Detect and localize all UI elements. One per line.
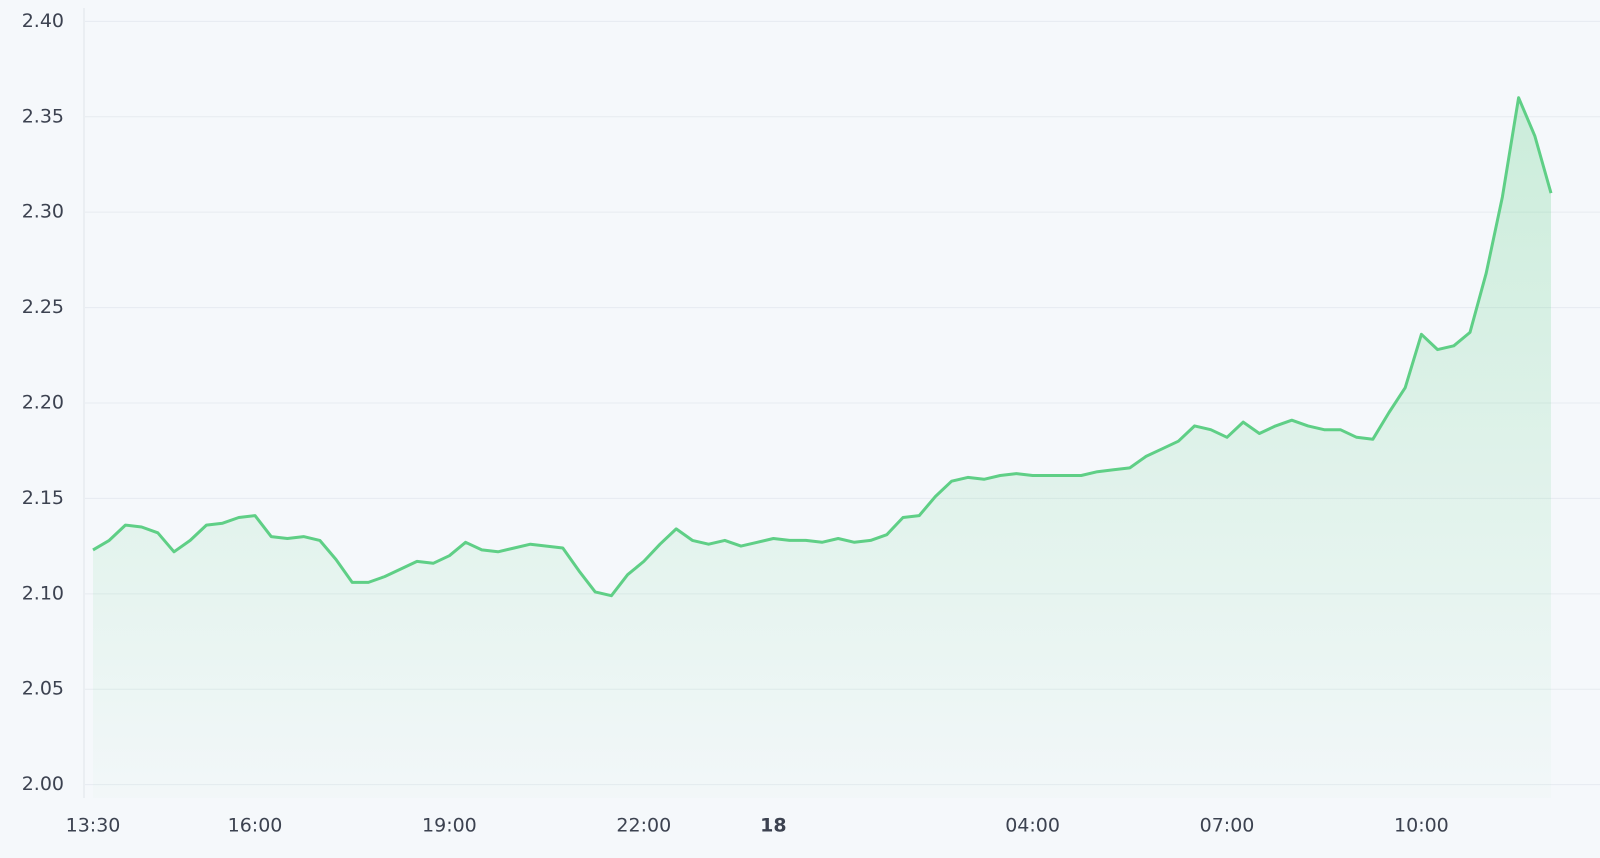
y-tick-label: 2.30 (22, 201, 64, 223)
x-tick-label: 13:30 (66, 815, 121, 837)
x-tick-label: 16:00 (228, 815, 283, 837)
x-tick-label: 04:00 (1005, 815, 1060, 837)
y-tick-label: 2.00 (22, 773, 64, 795)
x-tick-label: 19:00 (422, 815, 477, 837)
y-tick-label: 2.10 (22, 582, 64, 604)
y-tick-label: 2.40 (22, 10, 64, 32)
price-line (92, 96, 1553, 598)
y-tick-label: 2.05 (22, 678, 64, 700)
y-tick-label: 2.35 (22, 105, 64, 127)
x-tick-label: 22:00 (616, 815, 671, 837)
y-tick-label: 2.15 (22, 487, 64, 509)
area-fill (93, 97, 1551, 798)
y-tick-label: 2.20 (22, 392, 64, 414)
x-tick-label: 18 (760, 815, 786, 837)
x-tick-label: 10:00 (1394, 815, 1449, 837)
x-tick-label: 07:00 (1200, 815, 1255, 837)
y-tick-label: 2.25 (22, 296, 64, 318)
